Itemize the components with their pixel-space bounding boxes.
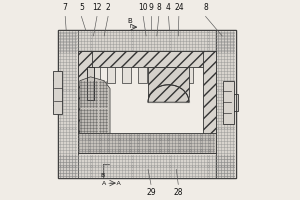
Bar (184, 67, 194, 83)
Text: B: B (100, 173, 104, 178)
Bar (78, 51, 216, 67)
Text: 7: 7 (63, 3, 68, 12)
Text: 5: 5 (79, 3, 84, 12)
Bar (202, 51, 216, 153)
Bar (138, 67, 147, 83)
Bar (223, 81, 234, 124)
Text: 24: 24 (174, 3, 184, 12)
Text: 28: 28 (173, 188, 183, 197)
Polygon shape (80, 77, 110, 133)
Text: 29: 29 (146, 188, 156, 197)
Bar (122, 67, 131, 83)
Bar (78, 51, 92, 153)
Text: 12: 12 (92, 3, 102, 12)
Bar (216, 30, 236, 178)
Bar (58, 30, 236, 51)
Bar (58, 30, 78, 178)
Bar (169, 67, 178, 83)
Bar (52, 71, 62, 114)
Bar (58, 30, 236, 178)
Text: 10: 10 (138, 3, 148, 12)
Text: 9: 9 (148, 3, 153, 12)
Bar (87, 67, 94, 100)
Bar (106, 67, 116, 83)
Bar (58, 153, 236, 178)
Text: 2: 2 (106, 3, 110, 12)
Bar (78, 133, 216, 153)
Text: B: B (127, 18, 132, 24)
Text: A — A: A — A (102, 181, 120, 186)
Text: 4: 4 (166, 3, 171, 12)
Bar (91, 67, 100, 83)
Bar (78, 51, 216, 153)
Polygon shape (148, 85, 189, 102)
Bar (153, 67, 162, 83)
Bar (148, 67, 189, 102)
Text: 8: 8 (203, 3, 208, 12)
Text: 8: 8 (156, 3, 161, 12)
